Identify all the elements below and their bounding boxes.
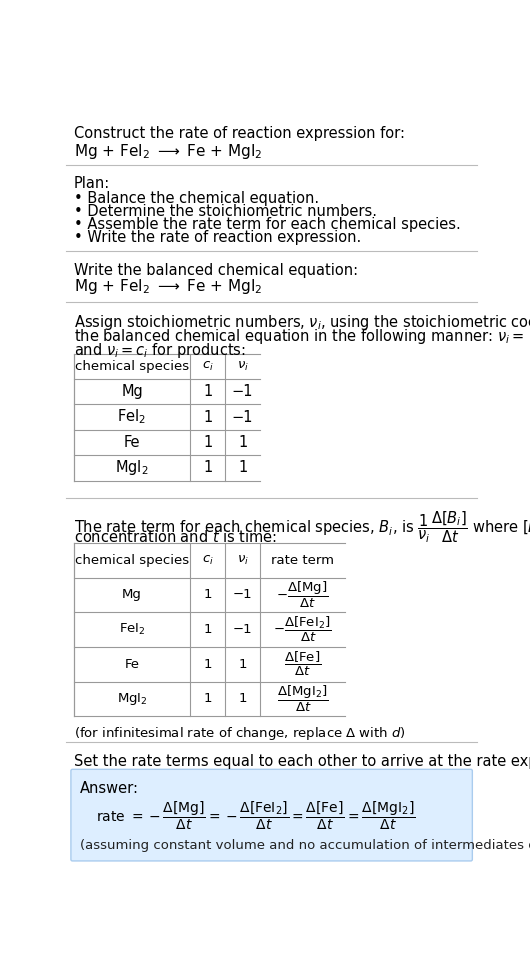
Text: concentration and $t$ is time:: concentration and $t$ is time: [74, 529, 277, 545]
Text: Answer:: Answer: [80, 781, 139, 795]
Text: chemical species: chemical species [75, 553, 189, 567]
Text: −1: −1 [233, 623, 252, 636]
Text: The rate term for each chemical species, $B_i$, is $\dfrac{1}{\nu_i}\dfrac{\Delt: The rate term for each chemical species,… [74, 509, 530, 545]
Text: (for infinitesimal rate of change, replace Δ with $d$): (for infinitesimal rate of change, repla… [74, 725, 406, 743]
Text: MgI$_2$: MgI$_2$ [115, 459, 149, 477]
Text: 1: 1 [238, 658, 247, 671]
Text: Construct the rate of reaction expression for:: Construct the rate of reaction expressio… [74, 126, 405, 142]
Text: −1: −1 [233, 589, 252, 601]
Text: $c_i$: $c_i$ [202, 553, 214, 567]
Text: • Assemble the rate term for each chemical species.: • Assemble the rate term for each chemic… [74, 218, 461, 232]
Text: 1: 1 [203, 410, 213, 425]
Text: 1: 1 [238, 461, 247, 475]
Text: Mg: Mg [122, 589, 142, 601]
Text: −1: −1 [232, 385, 253, 399]
Text: Fe: Fe [124, 435, 140, 450]
Text: $-\dfrac{\Delta[\mathrm{Mg}]}{\Delta t}$: $-\dfrac{\Delta[\mathrm{Mg}]}{\Delta t}$ [277, 580, 329, 610]
Text: $\dfrac{\Delta[\mathrm{MgI_2}]}{\Delta t}$: $\dfrac{\Delta[\mathrm{MgI_2}]}{\Delta t… [277, 684, 329, 713]
Text: (assuming constant volume and no accumulation of intermediates or side products): (assuming constant volume and no accumul… [80, 838, 530, 852]
Text: the balanced chemical equation in the following manner: $\nu_i = -c_i$ for react: the balanced chemical equation in the fo… [74, 327, 530, 346]
Text: Mg + FeI$_2$ $\longrightarrow$ Fe + MgI$_2$: Mg + FeI$_2$ $\longrightarrow$ Fe + MgI$… [74, 142, 263, 161]
Text: rate $= -\dfrac{\Delta[\mathrm{Mg}]}{\Delta t} = -\dfrac{\Delta[\mathrm{FeI_2}]}: rate $= -\dfrac{\Delta[\mathrm{Mg}]}{\De… [96, 800, 415, 833]
Text: Mg: Mg [121, 385, 143, 399]
Text: 1: 1 [238, 692, 247, 706]
Text: $c_i$: $c_i$ [202, 360, 214, 373]
Text: • Determine the stoichiometric numbers.: • Determine the stoichiometric numbers. [74, 204, 377, 220]
Text: 1: 1 [203, 461, 213, 475]
Text: FeI$_2$: FeI$_2$ [119, 622, 145, 637]
Text: 1: 1 [203, 435, 213, 450]
Text: rate term: rate term [271, 553, 334, 567]
Text: $\nu_i$: $\nu_i$ [236, 360, 249, 373]
Text: Write the balanced chemical equation:: Write the balanced chemical equation: [74, 263, 358, 277]
Text: $\dfrac{\Delta[\mathrm{Fe}]}{\Delta t}$: $\dfrac{\Delta[\mathrm{Fe}]}{\Delta t}$ [284, 650, 321, 678]
Text: chemical species: chemical species [75, 360, 189, 373]
Text: 1: 1 [204, 658, 212, 671]
Text: −1: −1 [232, 410, 253, 425]
Text: 1: 1 [204, 692, 212, 706]
Text: MgI$_2$: MgI$_2$ [117, 691, 147, 707]
Text: • Balance the chemical equation.: • Balance the chemical equation. [74, 191, 319, 206]
Text: • Write the rate of reaction expression.: • Write the rate of reaction expression. [74, 230, 361, 245]
Text: $-\dfrac{\Delta[\mathrm{FeI_2}]}{\Delta t}$: $-\dfrac{\Delta[\mathrm{FeI_2}]}{\Delta … [273, 615, 332, 644]
Text: and $\nu_i = c_i$ for products:: and $\nu_i = c_i$ for products: [74, 342, 246, 360]
Text: Fe: Fe [125, 658, 139, 671]
Text: 1: 1 [204, 623, 212, 636]
Text: Assign stoichiometric numbers, $\nu_i$, using the stoichiometric coefficients, $: Assign stoichiometric numbers, $\nu_i$, … [74, 313, 530, 333]
Text: 1: 1 [203, 385, 213, 399]
Text: Set the rate terms equal to each other to arrive at the rate expression:: Set the rate terms equal to each other t… [74, 753, 530, 769]
FancyBboxPatch shape [71, 769, 472, 861]
Text: 1: 1 [238, 435, 247, 450]
Text: $\nu_i$: $\nu_i$ [236, 553, 249, 567]
Text: Mg + FeI$_2$ $\longrightarrow$ Fe + MgI$_2$: Mg + FeI$_2$ $\longrightarrow$ Fe + MgI$… [74, 277, 263, 297]
Text: 1: 1 [204, 589, 212, 601]
Text: Plan:: Plan: [74, 177, 110, 191]
Text: FeI$_2$: FeI$_2$ [118, 408, 147, 427]
